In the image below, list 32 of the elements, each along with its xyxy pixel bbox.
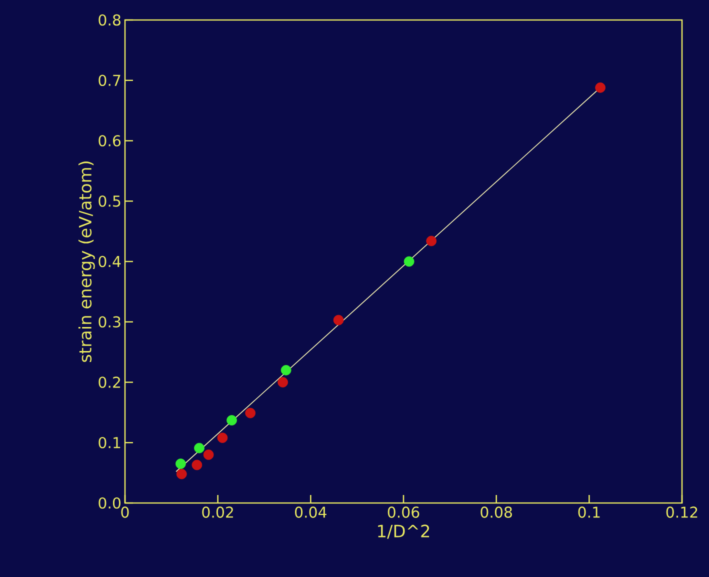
point (404, 256, 414, 267)
point (245, 408, 256, 418)
x-tick-label: 0.1 (578, 506, 600, 518)
y-axis-title: strain energy (eV/atom) (78, 162, 95, 362)
x-axis-title: 1/D^2 (378, 524, 430, 539)
point (217, 432, 228, 443)
point (280, 364, 292, 376)
y-tick-label: 0.2 (98, 376, 120, 388)
y-tick-label: 0.8 (98, 14, 120, 26)
y-tick-label: 0.7 (98, 74, 120, 86)
point (278, 377, 288, 388)
point (333, 314, 344, 326)
point (226, 415, 237, 426)
y-tick-label: 0.0 (98, 497, 120, 509)
x-tick-label: 0.02 (202, 506, 233, 518)
point (176, 468, 187, 480)
x-tick-label: 0 (121, 506, 129, 518)
point (194, 442, 204, 454)
x-tick-label: 0.12 (666, 506, 698, 518)
x-tick-label: 0.06 (388, 506, 420, 518)
y-tick-label: 0.3 (98, 316, 120, 328)
point (203, 450, 214, 460)
y-tick-label: 0.5 (98, 195, 120, 207)
y-tick-label: 0.6 (98, 135, 121, 146)
x-tick-label: 0.08 (480, 506, 512, 518)
point (426, 236, 437, 246)
point (176, 458, 186, 469)
y-tick-label: 0.1 (98, 436, 120, 448)
point (595, 82, 606, 93)
y-tick-label: 0.4 (98, 256, 121, 268)
x-tick-label: 0.04 (295, 506, 326, 518)
point (192, 460, 202, 470)
